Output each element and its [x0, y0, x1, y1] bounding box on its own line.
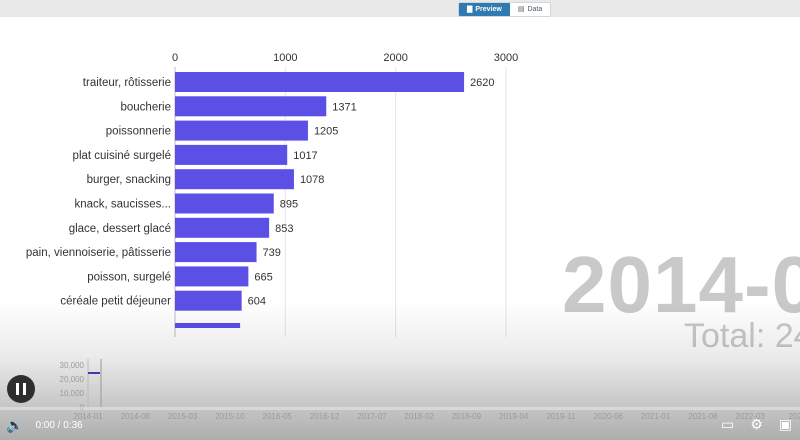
category-label: boucherie	[120, 101, 171, 113]
preview-label: Preview	[475, 6, 502, 13]
value-label: 665	[254, 271, 272, 283]
bar	[175, 96, 327, 117]
timeline-x-label: 2015-10	[215, 412, 245, 421]
bar	[175, 169, 294, 190]
x-tick-label: 2000	[383, 52, 407, 64]
timeline-x-label: 2014-01	[73, 412, 103, 421]
timeline-x-label: 2021-01	[641, 412, 671, 421]
value-label: 1371	[332, 101, 356, 113]
category-label: poisson, surgelé	[87, 271, 171, 283]
timeline-x-label: 2016-12	[310, 412, 340, 421]
time-display: 0:00 / 0:36	[35, 419, 83, 431]
timeline-x-label: 2015-03	[168, 412, 198, 421]
bar-chart: 0 1000 2000 3000 traiteur, rôtisserie 2620 bou…	[26, 52, 518, 337]
entering-bar	[175, 323, 241, 328]
timeline-x-label: 2020-06	[594, 412, 624, 421]
timeline-x-label: 2019-11	[547, 412, 576, 421]
video-progress-bar[interactable]	[0, 407, 800, 410]
timeline-x-label: 2014-08	[121, 412, 151, 421]
value-label: 2620	[470, 77, 494, 89]
timeline-x-label: 2018-02	[404, 412, 434, 421]
x-tick-label: 1000	[273, 52, 297, 64]
timeline-x-label: 2016-05	[263, 412, 293, 421]
top-toolbar: ▇ Preview ▤ Data	[0, 0, 800, 17]
bar	[175, 144, 288, 165]
x-tick-label: 3000	[494, 52, 518, 64]
value-label: 853	[275, 223, 293, 235]
timeline-x-label: 2019-04	[499, 412, 529, 421]
bar	[175, 72, 465, 92]
category-label: pain, viennoiserie, pâtisserie	[26, 247, 171, 259]
timeline-x-label: 2017-07	[357, 412, 387, 421]
timeline-x-label: 2018-09	[452, 412, 482, 421]
preview-tab[interactable]: ▇ Preview	[459, 3, 510, 16]
view-toggle: ▇ Preview ▤ Data	[458, 2, 552, 17]
timeline-y-tick: 0	[80, 403, 85, 412]
data-tab[interactable]: ▤ Data	[510, 3, 550, 16]
chart-stage: 0 1000 2000 3000 traiteur, rôtisserie 2620 bou…	[0, 17, 800, 377]
value-label: 1017	[293, 150, 317, 162]
player-controls: 🔊 0:00 / 0:36 ▭ ⚙ ▣	[0, 410, 800, 440]
bar	[175, 217, 270, 238]
bar	[175, 242, 257, 263]
timeline-x-label: 2022-03	[736, 412, 766, 421]
category-label: knack, saucisses...	[74, 199, 171, 211]
value-label: 604	[248, 296, 266, 308]
timeline-x-label: 2022	[789, 412, 800, 421]
category-label: traiteur, rôtisserie	[83, 77, 171, 89]
category-label: plat cuisiné surgelé	[73, 150, 171, 162]
subtitles-icon[interactable]: ▭	[720, 416, 735, 432]
category-label: burger, snacking	[87, 174, 171, 186]
pause-button[interactable]	[7, 375, 35, 403]
category-label: céréale petit déjeuner	[60, 296, 171, 308]
volume-icon[interactable]: 🔊	[6, 416, 24, 433]
bar	[175, 290, 242, 311]
bar	[175, 120, 308, 141]
table-icon: ▤	[517, 6, 525, 13]
timeline-y-tick: 10,000	[60, 389, 85, 398]
value-label: 1078	[300, 174, 324, 186]
timeline-x-label: 2021-08	[688, 412, 718, 421]
total-label: Total: 24	[684, 317, 800, 355]
value-label: 1205	[314, 126, 338, 138]
pause-icon-bar	[16, 383, 19, 395]
pip-icon[interactable]: ▣	[778, 416, 792, 432]
timeline-y-tick: 20,000	[60, 375, 85, 384]
gear-icon[interactable]: ⚙	[750, 416, 763, 432]
value-label: 895	[280, 199, 298, 211]
data-label: Data	[527, 6, 543, 13]
value-label: 739	[263, 247, 281, 259]
x-tick-label: 0	[172, 52, 178, 64]
timeline-y-tick: 30,000	[60, 361, 85, 370]
category-label: poissonnerie	[106, 126, 171, 138]
pause-icon-bar	[23, 383, 26, 395]
bar	[175, 193, 274, 214]
bar	[175, 266, 249, 287]
category-label: glace, dessert glacé	[69, 223, 171, 235]
current-date-label: 2014-0	[562, 240, 800, 329]
chart-icon: ▇	[467, 6, 473, 13]
